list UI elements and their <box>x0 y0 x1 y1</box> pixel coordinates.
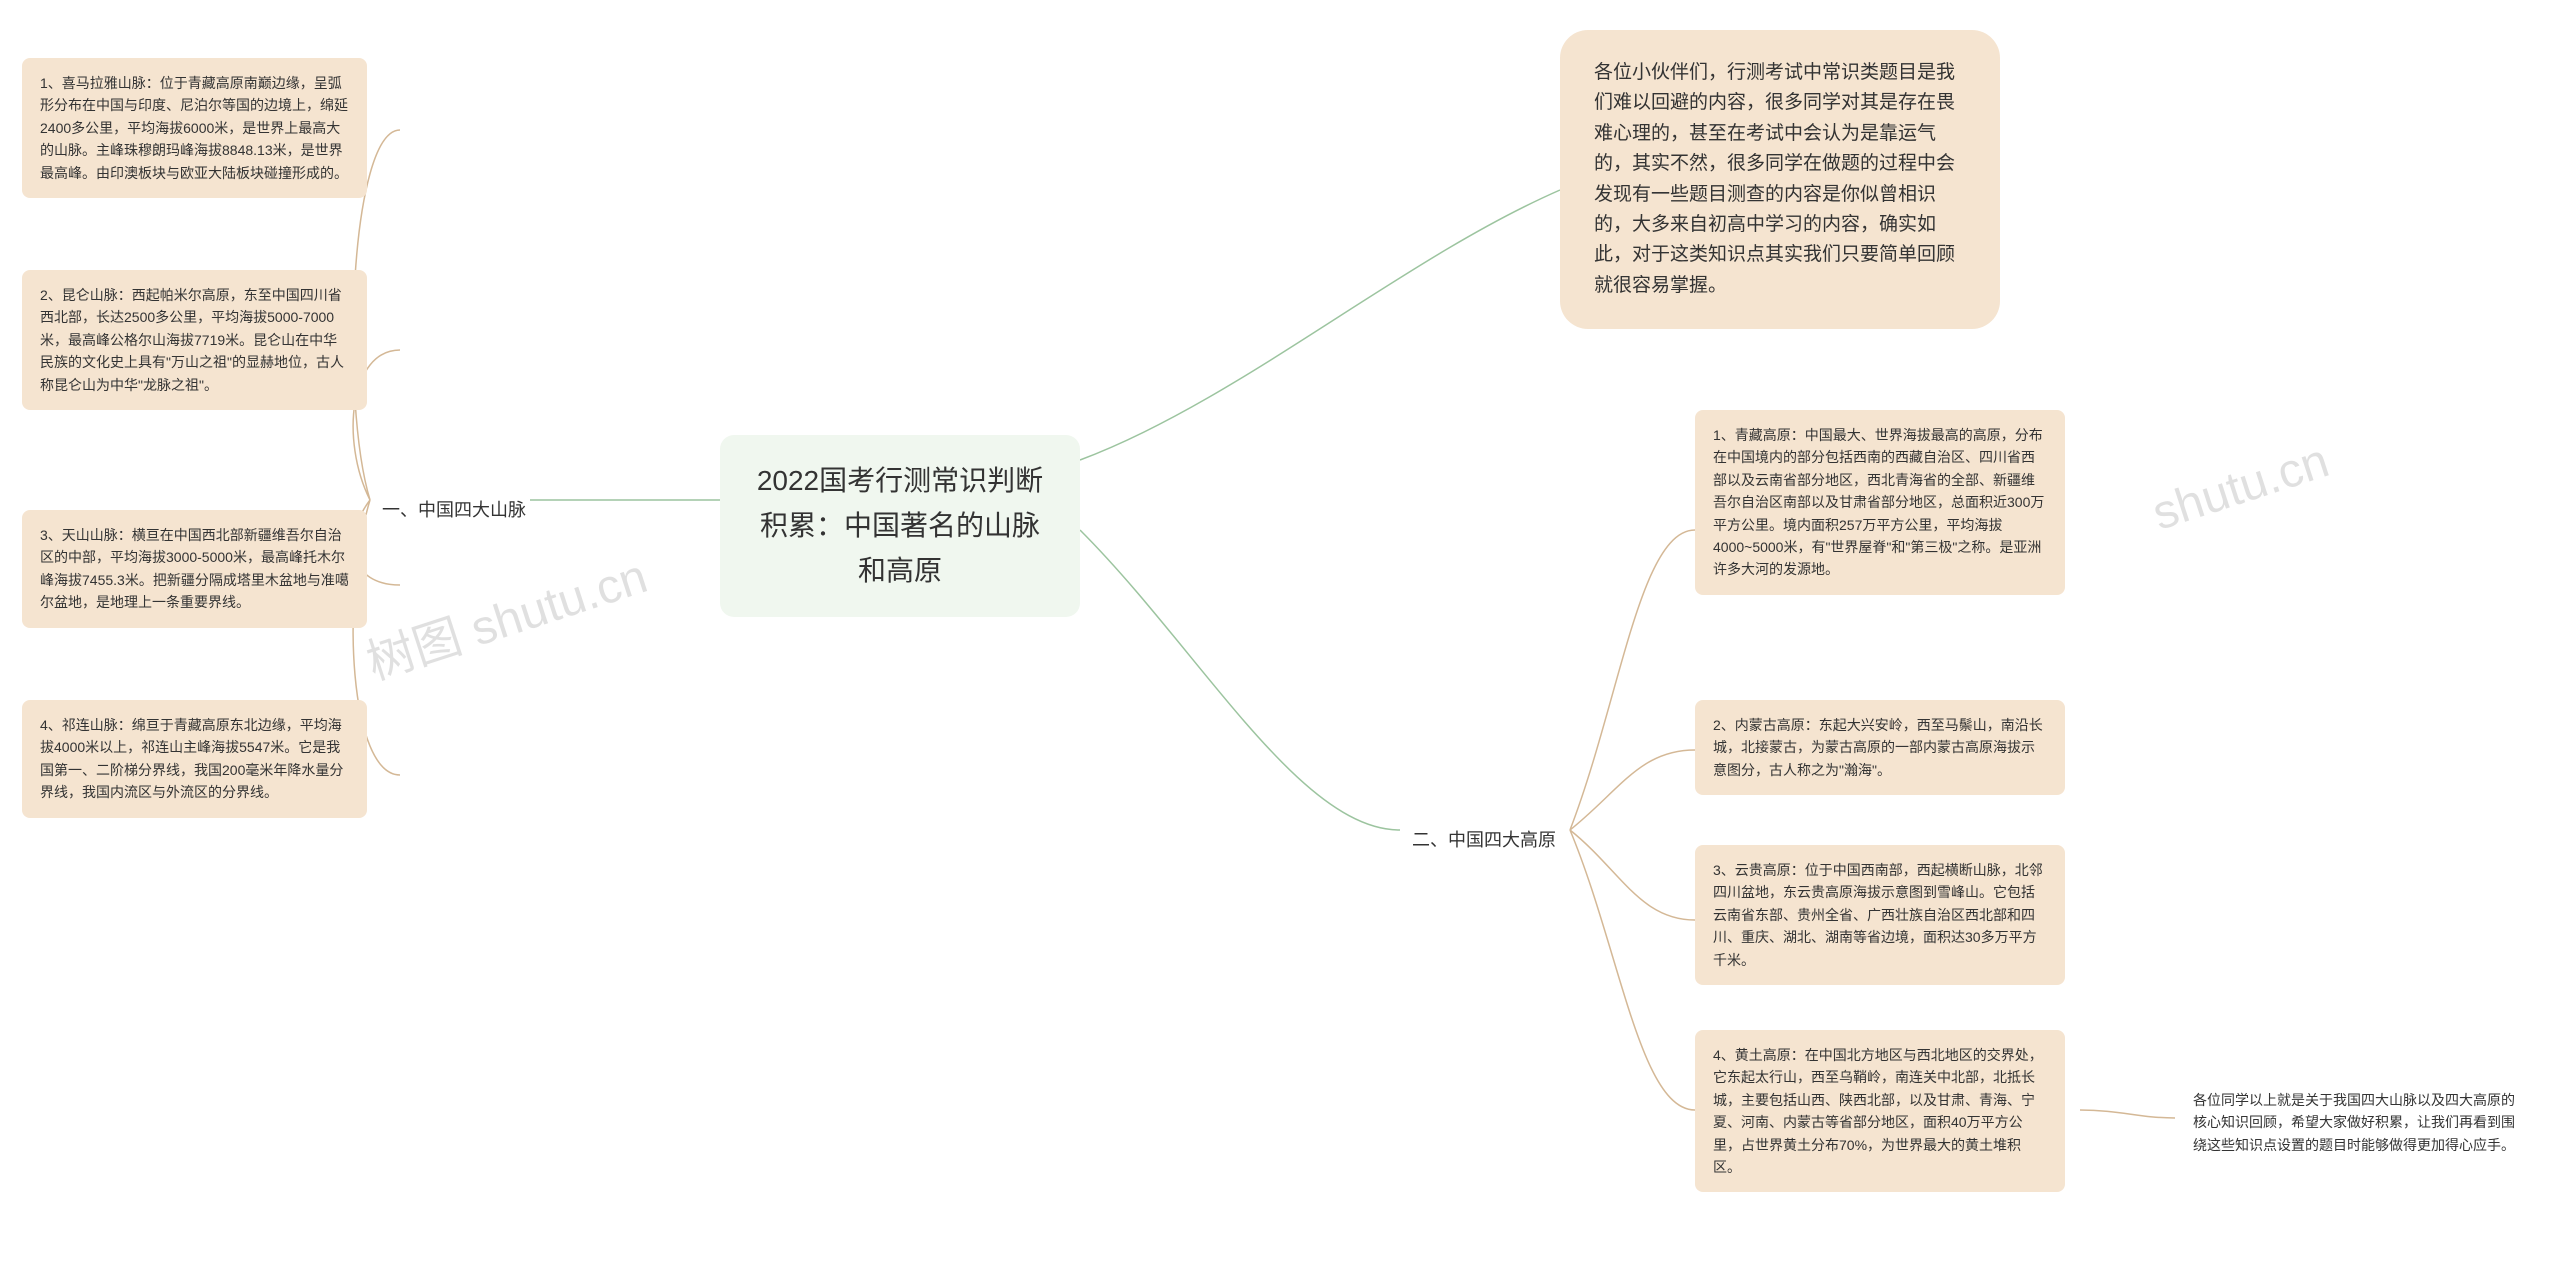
branch-left-label: 一、中国四大山脉 <box>382 500 526 520</box>
mountain-node-1: 1、喜马拉雅山脉：位于青藏高原南巅边缘，呈弧形分布在中国与印度、尼泊尔等国的边境… <box>22 58 367 198</box>
center-title: 2022国考行测常识判断积累：中国著名的山脉和高原 <box>757 465 1043 586</box>
center-node: 2022国考行测常识判断积累：中国著名的山脉和高原 <box>720 435 1080 617</box>
mountain-text-1: 1、喜马拉雅山脉：位于青藏高原南巅边缘，呈弧形分布在中国与印度、尼泊尔等国的边境… <box>40 75 348 181</box>
plateau-text-1: 1、青藏高原：中国最大、世界海拔最高的高原，分布在中国境内的部分包括西南的西藏自… <box>1713 427 2044 577</box>
plateau-text-2: 2、内蒙古高原：东起大兴安岭，西至马鬃山，南沿长城，北接蒙古，为蒙古高原的一部内… <box>1713 717 2043 778</box>
branch-right-label: 二、中国四大高原 <box>1412 830 1556 850</box>
conclusion-node: 各位同学以上就是关于我国四大山脉以及四大高原的核心知识回顾，希望大家做好积累，让… <box>2175 1075 2535 1170</box>
watermark-1: 树图 shutu.cn <box>356 537 654 693</box>
plateau-text-4: 4、黄土高原：在中国北方地区与西北地区的交界处，它东起太行山，西至乌鞘岭，南连关… <box>1713 1047 2043 1175</box>
watermark-2: shutu.cn <box>2146 433 2336 541</box>
plateau-text-3: 3、云贵高原：位于中国西南部，西起横断山脉，北邻四川盆地，东云贵高原海拔示意图到… <box>1713 862 2043 968</box>
conclusion-text: 各位同学以上就是关于我国四大山脉以及四大高原的核心知识回顾，希望大家做好积累，让… <box>2193 1092 2515 1153</box>
branch-right: 二、中国四大高原 <box>1400 818 1568 863</box>
branch-left: 一、中国四大山脉 <box>370 488 538 533</box>
intro-text: 各位小伙伴们，行测考试中常识类题目是我们难以回避的内容，很多同学对其是存在畏难心… <box>1594 62 1955 296</box>
mountain-text-2: 2、昆仑山脉：西起帕米尔高原，东至中国四川省西北部，长达2500多公里，平均海拔… <box>40 287 344 393</box>
plateau-node-3: 3、云贵高原：位于中国西南部，西起横断山脉，北邻四川盆地，东云贵高原海拔示意图到… <box>1695 845 2065 985</box>
mountain-text-4: 4、祁连山脉：绵亘于青藏高原东北边缘，平均海拔4000米以上，祁连山主峰海拔55… <box>40 717 343 800</box>
plateau-node-4: 4、黄土高原：在中国北方地区与西北地区的交界处，它东起太行山，西至乌鞘岭，南连关… <box>1695 1030 2065 1192</box>
mountain-text-3: 3、天山山脉：横亘在中国西北部新疆维吾尔自治区的中部，平均海拔3000-5000… <box>40 527 349 610</box>
mountain-node-4: 4、祁连山脉：绵亘于青藏高原东北边缘，平均海拔4000米以上，祁连山主峰海拔55… <box>22 700 367 818</box>
plateau-node-1: 1、青藏高原：中国最大、世界海拔最高的高原，分布在中国境内的部分包括西南的西藏自… <box>1695 410 2065 595</box>
intro-node: 各位小伙伴们，行测考试中常识类题目是我们难以回避的内容，很多同学对其是存在畏难心… <box>1560 30 2000 329</box>
plateau-node-2: 2、内蒙古高原：东起大兴安岭，西至马鬃山，南沿长城，北接蒙古，为蒙古高原的一部内… <box>1695 700 2065 795</box>
mountain-node-3: 3、天山山脉：横亘在中国西北部新疆维吾尔自治区的中部，平均海拔3000-5000… <box>22 510 367 628</box>
mountain-node-2: 2、昆仑山脉：西起帕米尔高原，东至中国四川省西北部，长达2500多公里，平均海拔… <box>22 270 367 410</box>
